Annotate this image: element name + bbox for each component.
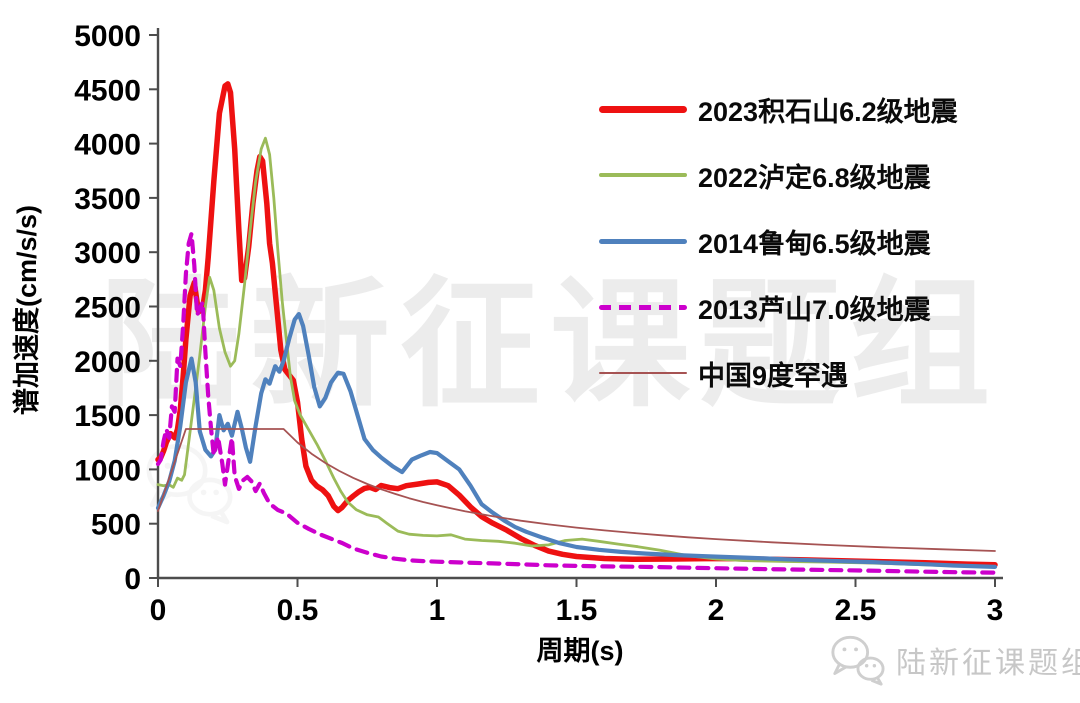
- legend-label: 2022泸定6.8级地震: [698, 162, 931, 193]
- y-tick-label: 3500: [74, 183, 141, 216]
- y-tick-label: 500: [91, 509, 141, 542]
- x-tick-label: 2: [708, 594, 725, 627]
- footer-watermark: 陆新征课题组: [826, 632, 1080, 688]
- x-tick-label: 0.5: [277, 594, 319, 627]
- x-axis-title: 周期(s): [537, 636, 624, 666]
- legend-line-sample-blue: [599, 238, 687, 244]
- legend-label: 2023积石山6.2级地震: [698, 96, 958, 127]
- legend-line-sample-red: [599, 105, 687, 113]
- y-tick-label: 2500: [74, 292, 141, 325]
- y-axis-title: 谱加速度(cm/s/s): [11, 205, 42, 415]
- legend-label: 2013芦山7.0级地震: [698, 294, 931, 325]
- legend-line-sample-magenta-dashed: [599, 304, 687, 310]
- series-line-4: [157, 428, 996, 552]
- legend-item-2014-ludian: 2014鲁甸6.5级地震: [599, 219, 958, 263]
- y-tick-label: 2000: [74, 346, 141, 379]
- x-tick-label: 3: [987, 594, 1004, 627]
- legend-line-sample-darkred: [599, 372, 687, 374]
- y-tick-label: 5000: [74, 20, 141, 53]
- y-tick-label: 1500: [74, 400, 141, 433]
- series-line-1: [156, 136, 997, 569]
- legend-item-2023-jishishan: 2023积石山6.2级地震: [599, 87, 958, 131]
- y-tick-label: 0: [124, 563, 141, 596]
- series-line-3: [155, 231, 998, 575]
- legend-item-2022-luding: 2022泸定6.8级地震: [599, 153, 958, 197]
- x-tick-label: 1.5: [556, 594, 598, 627]
- legend-label: 2014鲁甸6.5级地震: [698, 228, 931, 259]
- series-line-0: [155, 81, 998, 568]
- y-tick-label: 1000: [74, 454, 141, 487]
- y-tick-label: 4000: [74, 129, 141, 162]
- x-tick-label: 2.5: [835, 594, 877, 627]
- legend-label: 中国9度罕遇: [698, 360, 849, 391]
- y-tick-label: 4500: [74, 74, 141, 107]
- chart-legend: 2023积石山6.2级地震 2022泸定6.8级地震 2014鲁甸6.5级地震 …: [599, 87, 958, 395]
- x-tick-label: 0: [150, 594, 167, 627]
- series-line-2: [155, 312, 998, 570]
- y-tick-label: 3000: [74, 237, 141, 270]
- legend-item-2013-lushan: 2013芦山7.0级地震: [599, 285, 958, 329]
- wechat-bubbles-icon: [831, 635, 885, 686]
- legend-item-china-9deg-rare: 中国9度罕遇: [599, 351, 958, 395]
- footer-watermark-text: 陆新征课题组: [896, 647, 1080, 680]
- x-tick-label: 1: [429, 594, 446, 627]
- legend-line-sample-olive: [599, 173, 687, 177]
